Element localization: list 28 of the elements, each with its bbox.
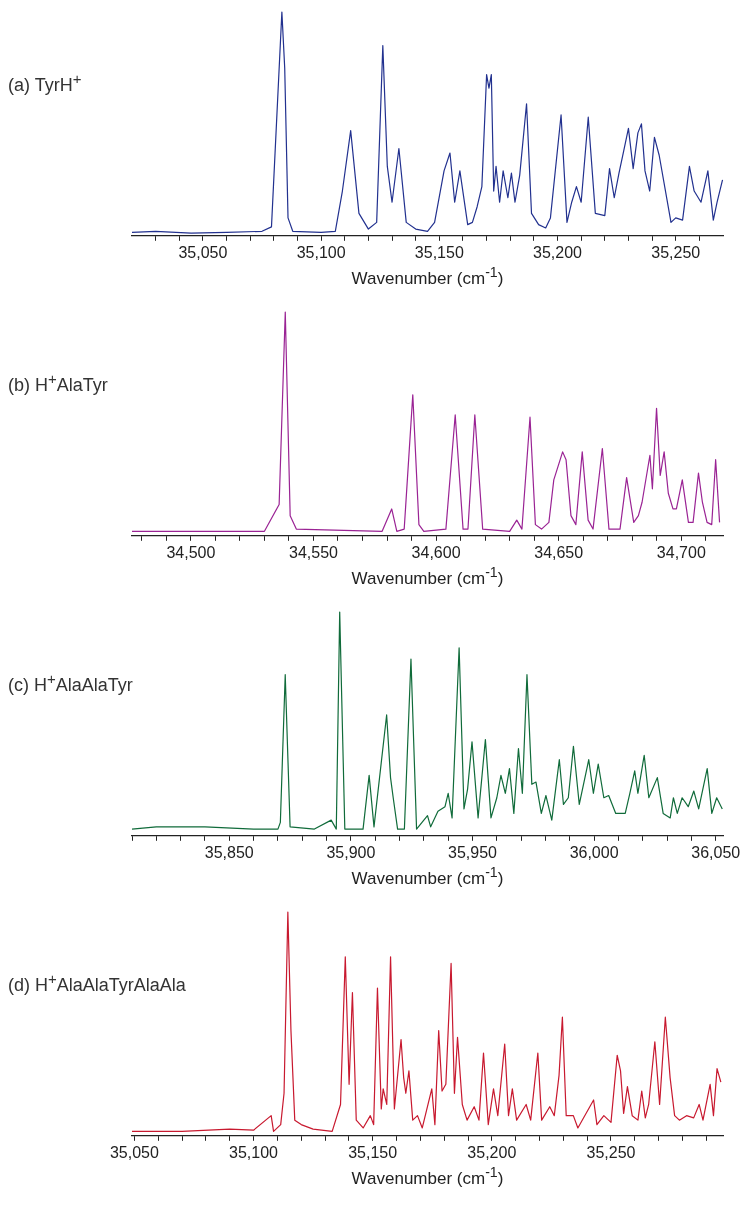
x-axis-title: Wavenumber (cm$^{-1}$) [350, 264, 505, 289]
text: (a) TyrH$^{+}$ [8, 70, 82, 96]
x-tick-label: 35,200 [533, 243, 583, 261]
x-tick-label: 35,900 [326, 843, 376, 861]
x-tick-label: 35,200 [467, 1143, 517, 1161]
x-tick-label: 35,050 [109, 1143, 159, 1161]
x-axis-title: Wavenumber (cm$^{-1}$) [350, 1164, 505, 1189]
x-tick-label: 35,050 [178, 243, 228, 261]
x-tick-label: 34,700 [656, 543, 706, 561]
x-tick-label: 35,150 [348, 1143, 398, 1161]
x-tick-label: 35,150 [414, 243, 464, 261]
x-axis-title: Wavenumber (cm$^{-1}$) [350, 564, 505, 589]
x-tick-label: 35,100 [229, 1143, 279, 1161]
x-tick-label: 35,100 [296, 243, 346, 261]
text: (c) H$^{+}$AlaAlaTyr [8, 670, 133, 696]
text: (d) H$^{+}$AlaAlaTyrAlaAla [8, 970, 186, 996]
x-tick-label: 34,500 [166, 543, 216, 561]
x-tick-label: 34,550 [289, 543, 339, 561]
x-axis-title: Wavenumber (cm$^{-1}$) [350, 864, 505, 889]
x-tick-label: 35,850 [204, 843, 254, 861]
x-tick-label: 34,650 [534, 543, 584, 561]
text: (b) H$^{+}$AlaTyr [8, 370, 108, 396]
x-tick-label: 36,000 [569, 843, 619, 861]
x-tick-label: 35,950 [448, 843, 498, 861]
x-tick-label: 36,050 [691, 843, 741, 861]
x-tick-label: 35,250 [651, 243, 701, 261]
x-tick-label: 34,600 [411, 543, 461, 561]
x-tick-label: 35,250 [586, 1143, 636, 1161]
